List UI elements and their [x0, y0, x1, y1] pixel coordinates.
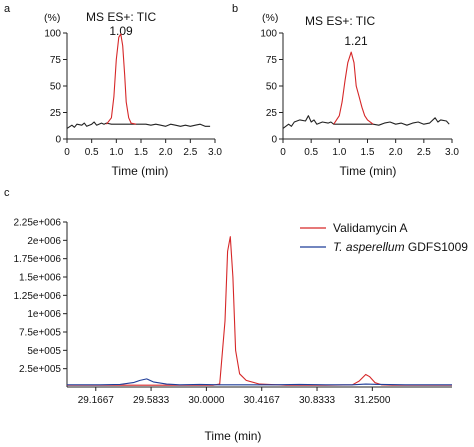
- x-tick-label-a: 2.0: [159, 147, 173, 158]
- series-line-c-red: [67, 236, 452, 386]
- x-tick-label-c: 30.8333: [299, 395, 336, 406]
- y-tick-label-c: 2.25e+006: [13, 218, 61, 229]
- y-tick-label-c: 1e+006: [27, 309, 61, 320]
- panel-label-b: b: [232, 3, 238, 15]
- y-tick-label-a: 50: [50, 82, 62, 93]
- x-tick-label-b: 1.0: [332, 147, 346, 158]
- series-line-a-red: [106, 33, 137, 125]
- y-tick-label-c: 2.5e+005: [19, 364, 61, 375]
- y-tick-label-c: 1.5e+006: [19, 273, 61, 284]
- legend: Validamycin A T. asperellum GDFS1009: [300, 221, 468, 254]
- y-tick-label-c: 2e+006: [27, 236, 61, 247]
- y-tick-label-c: 1.75e+006: [13, 254, 61, 265]
- y-tick-label-b: 50: [266, 82, 278, 93]
- x-axis-title-c: Time (min): [205, 429, 262, 443]
- series-line-b-red: [333, 51, 374, 125]
- x-tick-label-b: 0: [280, 147, 286, 158]
- x-tick-label-a: 2.5: [183, 147, 197, 158]
- y-tick-label-b: 25: [266, 108, 278, 119]
- x-tick-label-b: 3.0: [445, 147, 459, 158]
- y-tick-label-b: 100: [260, 29, 277, 40]
- annotation-b: MS ES+: TIC: [305, 14, 375, 28]
- y-unit-label-b: (%): [262, 12, 278, 24]
- series-line-a-black: [66, 121, 211, 129]
- y-tick-label-c: 1.25e+006: [13, 291, 61, 302]
- panel-c: c Time (min) Validamycin A T. asperellum…: [4, 187, 468, 443]
- x-tick-label-a: 3.0: [208, 147, 222, 158]
- x-tick-label-b: 0.5: [304, 147, 318, 158]
- y-tick-label-a: 100: [44, 29, 61, 40]
- annotation-a: MS ES+: TIC: [86, 10, 156, 24]
- y-tick-label-a: 25: [50, 108, 62, 119]
- y-tick-label-a: 0: [55, 135, 61, 146]
- panel-a: a (%) MS ES+: TIC 1.09 Time (min) 0 25 50 7…: [4, 3, 222, 178]
- series-line-c-blue: [67, 378, 452, 386]
- legend-label-asperellum-rest: GDFS1009: [405, 240, 469, 254]
- x-tick-label-c: 30.0000: [188, 395, 225, 406]
- x-tick-label-b: 2.0: [389, 147, 403, 158]
- peak-label-a: 1.09: [109, 24, 133, 38]
- x-tick-label-c: 29.1667: [78, 395, 115, 406]
- legend-label-validamycin: Validamycin A: [333, 221, 407, 235]
- panel-b: b (%) MS ES+: TIC 1.21 Time (min) 0 25 50 7…: [232, 3, 459, 178]
- y-tick-label-a: 75: [50, 55, 62, 66]
- y-tick-label-c: 5e+005: [27, 346, 61, 357]
- x-tick-label-c: 31.2500: [354, 395, 391, 406]
- x-tick-label-a: 0.5: [85, 147, 99, 158]
- x-tick-label-a: 0: [64, 147, 70, 158]
- x-tick-label-b: 2.5: [417, 147, 431, 158]
- x-tick-label-c: 30.4167: [244, 395, 281, 406]
- x-tick-label-a: 1.5: [134, 147, 148, 158]
- y-tick-label-c: 7.5e+005: [19, 328, 61, 339]
- legend-label-asperellum: T. asperellum GDFS1009: [333, 240, 468, 254]
- y-tick-label-b: 0: [271, 135, 277, 146]
- panel-label-a: a: [4, 3, 11, 15]
- panel-label-c: c: [4, 187, 10, 199]
- x-axis-title-b: Time (min): [340, 164, 397, 178]
- legend-label-asperellum-italic: T. asperellum: [333, 240, 405, 254]
- x-tick-label-c: 29.5833: [133, 395, 170, 406]
- y-tick-label-b: 75: [266, 55, 278, 66]
- peak-label-b: 1.21: [344, 34, 368, 48]
- x-tick-label-a: 1.0: [109, 147, 123, 158]
- y-unit-label-a: (%): [44, 12, 60, 24]
- x-axis-title-a: Time (min): [112, 164, 169, 178]
- x-tick-label-b: 1.5: [361, 147, 375, 158]
